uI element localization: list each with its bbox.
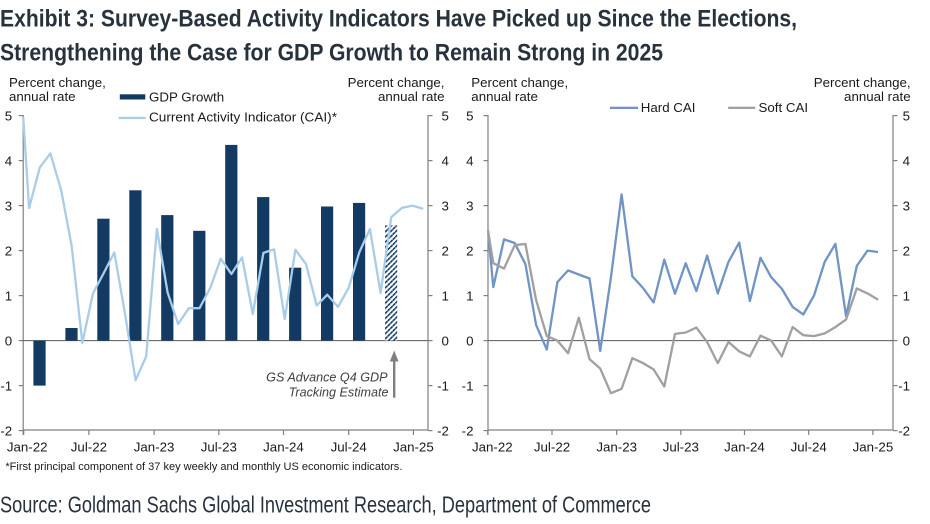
svg-text:Percent change,: Percent change, <box>471 75 568 90</box>
svg-text:5: 5 <box>903 108 910 123</box>
svg-text:Strengthening the Case for GDP: Strengthening the Case for GDP Growth to… <box>0 39 663 66</box>
svg-text:0: 0 <box>5 333 12 348</box>
svg-text:-1: -1 <box>898 378 910 393</box>
svg-text:Jan-24: Jan-24 <box>263 440 304 455</box>
svg-text:Percent change,: Percent change, <box>814 75 911 90</box>
svg-text:Jan-25: Jan-25 <box>853 440 894 455</box>
svg-text:Percent change,: Percent change, <box>9 75 106 90</box>
svg-text:Jul-23: Jul-23 <box>201 440 237 455</box>
svg-text:GDP Growth: GDP Growth <box>149 89 224 104</box>
svg-text:-1: -1 <box>437 378 449 393</box>
svg-text:0: 0 <box>442 333 449 348</box>
svg-text:-1: -1 <box>0 378 12 393</box>
svg-text:0: 0 <box>903 333 910 348</box>
svg-text:0: 0 <box>466 333 473 348</box>
svg-text:4: 4 <box>903 153 910 168</box>
svg-text:3: 3 <box>442 198 449 213</box>
svg-text:4: 4 <box>442 153 449 168</box>
svg-text:Jul-23: Jul-23 <box>663 440 699 455</box>
svg-text:Jul-22: Jul-22 <box>71 440 107 455</box>
svg-text:1: 1 <box>466 288 473 303</box>
svg-text:-2: -2 <box>462 423 474 438</box>
svg-text:*First principal component of: *First principal component of 37 key wee… <box>5 461 402 473</box>
svg-text:1: 1 <box>442 288 449 303</box>
svg-text:annual rate: annual rate <box>471 89 538 104</box>
svg-text:1: 1 <box>5 288 12 303</box>
svg-text:5: 5 <box>442 108 449 123</box>
svg-text:-2: -2 <box>898 423 910 438</box>
svg-text:-2: -2 <box>437 423 449 438</box>
svg-text:annual rate: annual rate <box>844 89 911 104</box>
svg-text:Jul-24: Jul-24 <box>791 440 827 455</box>
svg-text:Exhibit 3: Survey-Based Activi: Exhibit 3: Survey-Based Activity Indicat… <box>0 5 797 32</box>
svg-text:Jan-25: Jan-25 <box>393 440 434 455</box>
svg-text:Hard CAI: Hard CAI <box>641 100 696 115</box>
svg-text:4: 4 <box>466 153 473 168</box>
svg-text:Jul-22: Jul-22 <box>534 440 570 455</box>
svg-text:3: 3 <box>466 198 473 213</box>
svg-text:annual rate: annual rate <box>378 89 445 104</box>
svg-text:5: 5 <box>5 108 12 123</box>
svg-text:Source: Goldman Sachs Global I: Source: Goldman Sachs Global Investment … <box>0 492 651 518</box>
svg-text:Jan-22: Jan-22 <box>472 440 513 455</box>
svg-text:Jul-24: Jul-24 <box>331 440 367 455</box>
svg-text:Current Activity Indicator (CA: Current Activity Indicator (CAI)* <box>149 109 337 124</box>
svg-text:2: 2 <box>5 243 12 258</box>
svg-text:2: 2 <box>903 243 910 258</box>
svg-text:GS Advance Q4 GDP: GS Advance Q4 GDP <box>266 371 388 385</box>
svg-text:1: 1 <box>903 288 910 303</box>
svg-text:Jan-23: Jan-23 <box>596 440 637 455</box>
svg-text:4: 4 <box>5 153 12 168</box>
svg-text:5: 5 <box>466 108 473 123</box>
svg-text:-1: -1 <box>462 378 474 393</box>
svg-text:3: 3 <box>903 198 910 213</box>
svg-text:Soft CAI: Soft CAI <box>759 100 809 115</box>
svg-text:2: 2 <box>466 243 473 258</box>
svg-text:2: 2 <box>442 243 449 258</box>
svg-text:annual rate: annual rate <box>9 89 76 104</box>
svg-text:Jan-23: Jan-23 <box>134 440 175 455</box>
svg-text:Tracking Estimate: Tracking Estimate <box>289 385 389 399</box>
svg-text:-2: -2 <box>0 423 12 438</box>
svg-text:Jan-24: Jan-24 <box>724 440 765 455</box>
svg-text:Jan-22: Jan-22 <box>7 440 48 455</box>
svg-text:Percent change,: Percent change, <box>348 75 445 90</box>
svg-text:3: 3 <box>5 198 12 213</box>
